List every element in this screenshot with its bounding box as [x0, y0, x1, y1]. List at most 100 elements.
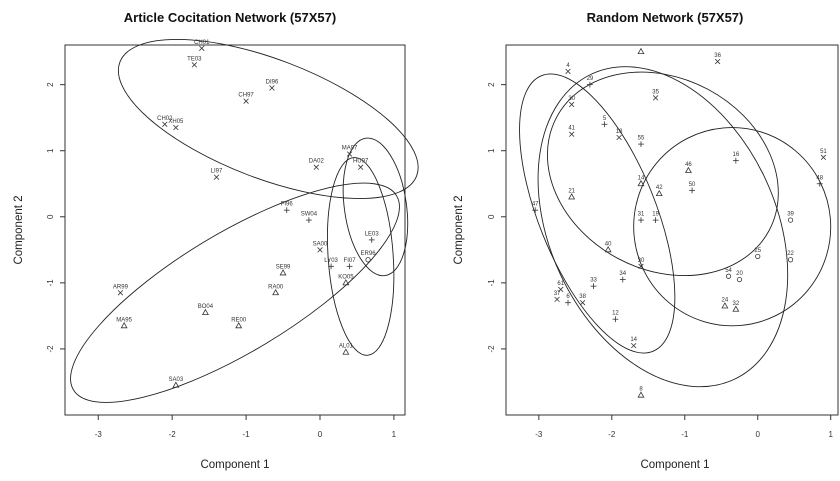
cluster-ellipse — [70, 182, 400, 403]
left-ellipses — [70, 39, 419, 403]
point-label: 18 — [616, 129, 623, 135]
data-point: 35 — [652, 89, 660, 101]
cluster-ellipse — [537, 66, 789, 388]
data-point: 14 — [637, 175, 645, 187]
data-point: 18 — [616, 129, 623, 141]
data-point: 8 — [637, 387, 645, 398]
point-label: 24 — [722, 297, 729, 303]
cluster-ellipse — [117, 39, 419, 199]
data-point: SA00 — [313, 241, 328, 253]
data-point: 5 — [601, 116, 608, 128]
data-point: 30 — [568, 96, 576, 108]
cluster-ellipse — [327, 157, 395, 356]
point-label: ER96 — [361, 251, 377, 257]
left-chart-title: Article Cocitation Network (57X57) — [124, 10, 336, 25]
point-label: MA97 — [342, 146, 358, 152]
data-point: 37 — [554, 291, 561, 303]
point-label: 19 — [652, 212, 659, 218]
point-label: AL01 — [339, 344, 354, 350]
point-label: 31 — [638, 212, 645, 218]
point-label: CH01 — [194, 40, 210, 46]
data-point: 41 — [568, 126, 576, 137]
point-label: KO05 — [338, 274, 354, 280]
data-point: RE00 — [231, 317, 247, 329]
data-point: DA02 — [309, 159, 324, 170]
left-chart: Article Cocitation Network (57X57) -3 -2-… — [13, 10, 419, 471]
point-label: 8 — [639, 387, 643, 393]
right-chart-title: Random Network (57X57) — [587, 10, 744, 25]
point-label: 36 — [714, 53, 721, 59]
point-label: 30 — [568, 96, 575, 102]
data-point: 21 — [568, 188, 576, 200]
point-label: SE99 — [276, 264, 291, 270]
point-label: 14 — [630, 337, 637, 343]
data-point: 20 — [736, 271, 743, 283]
x-tick-label: -2 — [169, 430, 177, 439]
data-point: 24 — [721, 297, 729, 309]
data-point: RA00 — [268, 284, 284, 296]
point-label: 22 — [787, 251, 794, 257]
point-label: MA95 — [116, 317, 132, 323]
point-label: 46 — [685, 162, 692, 168]
point-label: FI07 — [344, 258, 357, 264]
data-point: 34 — [619, 271, 627, 283]
point-label: HU97 — [353, 159, 369, 165]
left-plot-frame — [64, 44, 406, 416]
point-label: 51 — [820, 149, 827, 155]
right-plot-frame — [505, 44, 839, 416]
data-point: 48 — [816, 175, 824, 187]
data-point: SE99 — [276, 264, 291, 276]
point-label: CH97 — [238, 93, 254, 99]
data-point: 22 — [787, 251, 795, 263]
point-label: 12 — [612, 311, 619, 317]
data-point: CH02 — [157, 116, 173, 127]
point-label: 48 — [816, 175, 823, 181]
data-point: 42 — [655, 185, 663, 197]
point-label: 41 — [568, 126, 575, 132]
point-label: 30 — [638, 258, 645, 264]
data-point: CH01 — [194, 40, 210, 51]
point-label: 20 — [736, 271, 743, 277]
point-label: FI96 — [281, 202, 294, 208]
point-label: CH02 — [157, 116, 173, 122]
point-label: 55 — [638, 136, 645, 142]
point-label: LY03 — [324, 258, 338, 264]
point-label: 50 — [689, 182, 696, 188]
data-point: 29 — [587, 76, 594, 88]
data-point: 12 — [612, 311, 619, 323]
point-label: 37 — [554, 291, 561, 297]
data-point: 47 — [532, 202, 539, 214]
data-point: 61 — [557, 281, 565, 293]
point-label: 54 — [725, 268, 732, 274]
data-point: LY03 — [324, 258, 339, 270]
data-point: 30 — [638, 258, 645, 270]
data-point: 6 — [565, 294, 571, 306]
data-point: AL01 — [339, 344, 354, 355]
point-label: SW04 — [301, 212, 318, 218]
x-tick-label: 1 — [392, 430, 397, 439]
y-tick-label: -2 — [46, 345, 55, 353]
right-x-axis-title: Component 1 — [640, 459, 709, 471]
y-tick-label: 0 — [46, 214, 55, 219]
point-label: LI97 — [211, 169, 223, 175]
cluster-ellipse — [633, 127, 832, 327]
data-point: 33 — [590, 278, 598, 290]
data-point: 36 — [714, 53, 722, 65]
data-point: AR99 — [113, 284, 129, 296]
y-tick-label: -2 — [487, 345, 496, 353]
data-point: 14 — [630, 337, 638, 349]
data-point: TE03 — [187, 56, 202, 68]
point-label: SA03 — [169, 377, 184, 383]
point-label: SA00 — [313, 241, 328, 247]
y-tick-label: 2 — [487, 82, 496, 87]
y-tick-label: -1 — [46, 279, 55, 287]
data-point: FI07 — [344, 258, 357, 270]
x-tick-label: -2 — [608, 430, 616, 439]
point-label: 61 — [557, 281, 564, 287]
point-label: 42 — [656, 185, 663, 191]
point-label: 21 — [568, 188, 575, 194]
point-label: TE03 — [187, 56, 202, 62]
cluster-ellipse — [547, 71, 779, 277]
